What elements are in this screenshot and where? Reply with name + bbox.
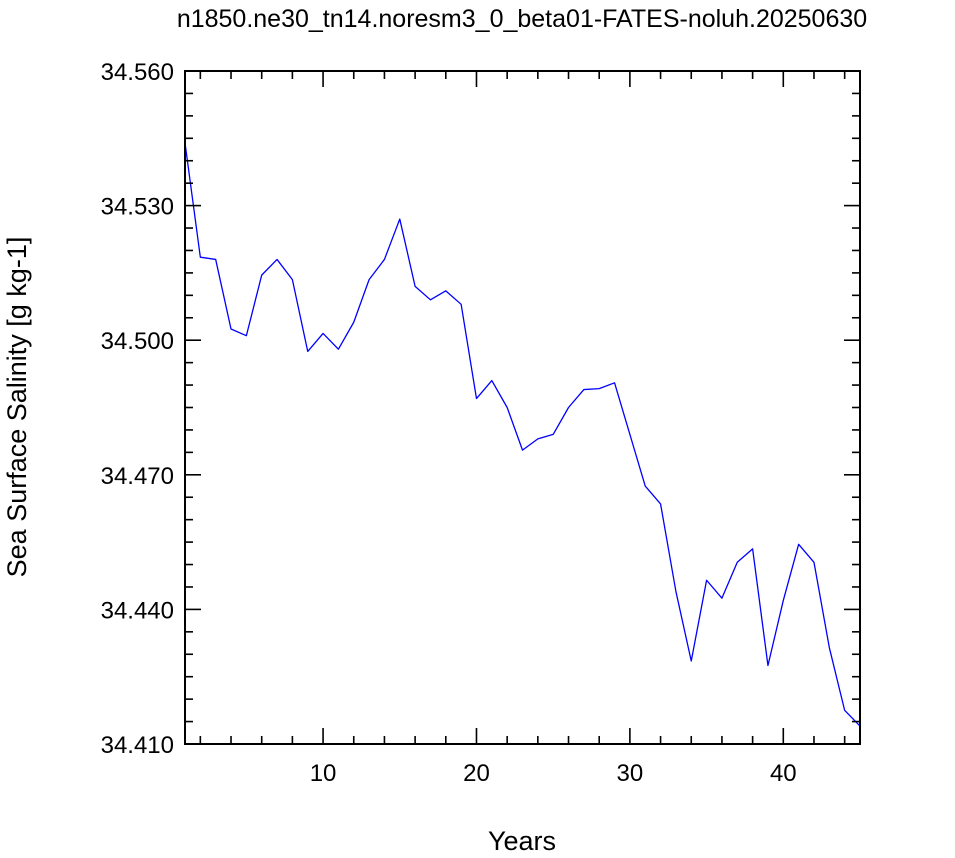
plot-area: 34.410 34.440 34.470 34.500 34.530 34.560 10 20… (101, 59, 861, 787)
x-tick-label: 10 (310, 760, 337, 787)
y-tick-label: 34.560 (101, 59, 174, 86)
y-tick-label: 34.470 (101, 463, 174, 490)
x-tick-label: 40 (770, 760, 797, 787)
x-tick-label: 20 (463, 760, 490, 787)
y-axis-label: Sea Surface Salinity [g kg-1] (2, 237, 32, 578)
y-tick-label: 34.410 (101, 732, 174, 759)
x-tick-label: 30 (617, 760, 644, 787)
y-tick-label: 34.440 (101, 597, 174, 624)
plot-frame (184, 70, 861, 745)
y-tick-label: 34.500 (101, 328, 174, 355)
series-line-0 (184, 142, 861, 727)
x-axis-label: Years (488, 826, 556, 856)
chart-title: n1850.ne30_tn14.noresm3_0_beta01-FATES-n… (177, 5, 867, 33)
y-tick-label: 34.530 (101, 194, 174, 221)
